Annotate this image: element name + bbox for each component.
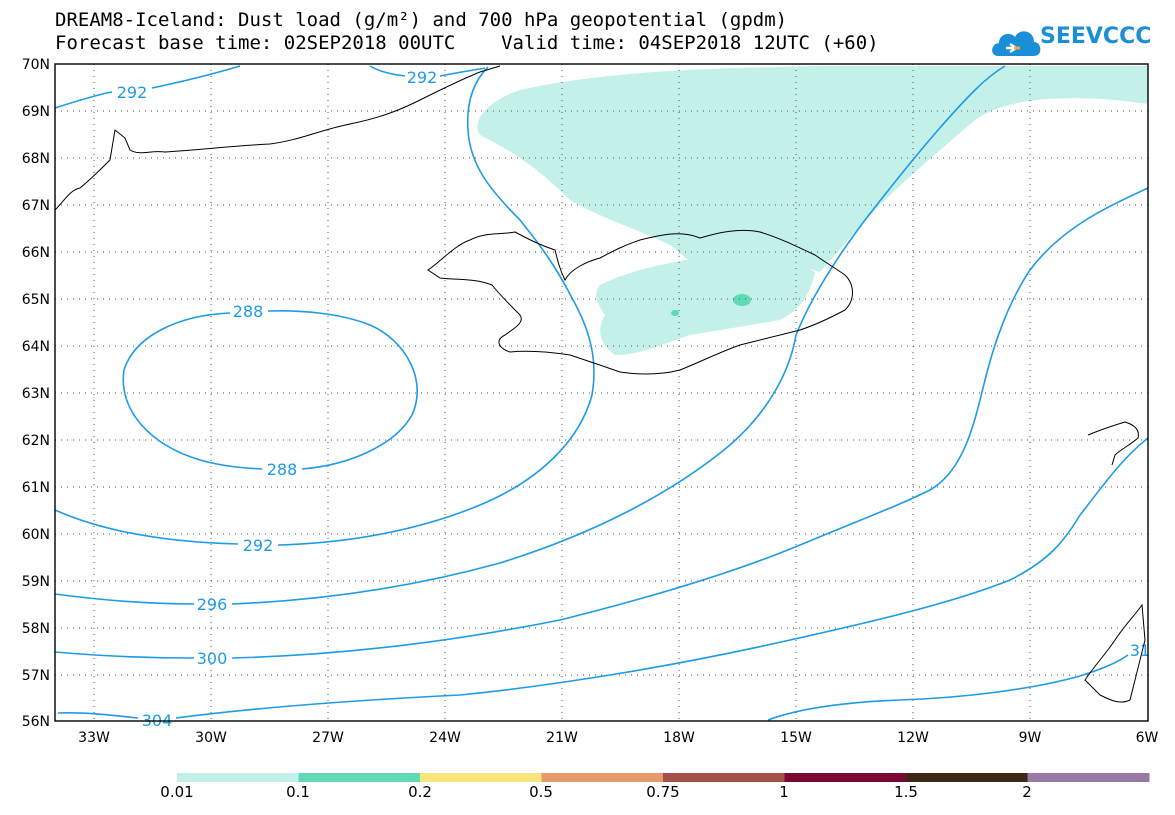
contour-label: 292 [117,83,148,102]
contour-label: 292 [407,68,438,87]
lat-label: 58N [22,621,50,637]
lon-label: 12W [897,730,929,746]
contour-label: 292 [243,536,274,555]
dust-area-light [477,66,1149,272]
lat-label: 67N [22,198,50,214]
longitude-labels: 33W 30W 27W 24W 21W 18W 15W 12W 9W 6W [78,730,1158,746]
dust-area-mid [733,294,751,306]
contour-288-oval [122,310,418,470]
contour-292-main [54,66,595,546]
lon-label: 27W [312,730,344,746]
contour-300 [54,187,1149,659]
dust-area-mid [671,310,679,316]
legend-label: 0.1 [286,783,310,801]
legend-swatch [663,773,785,782]
lat-label: 62N [22,433,50,449]
legend-labels: 0.01 0.1 0.2 0.5 0.75 1 1.5 2 [0,783,1175,803]
map-title: DREAM8-Iceland: Dust load (g/m²) and 700… [55,9,788,31]
coastlines [54,65,1146,703]
lat-label: 65N [22,292,50,308]
contour-304 [57,437,1149,719]
legend-swatch [541,773,664,782]
legend-label: 0.5 [529,783,553,801]
legend-color-bar [177,773,1150,782]
legend-label: 0.01 [160,783,194,801]
lat-label: 70N [22,57,50,73]
lat-label: 64N [22,339,50,355]
legend-swatch [1027,773,1150,782]
lat-label: 56N [22,714,50,730]
dust-areas [477,66,1149,355]
contour-292-north [54,65,241,109]
legend-label: 0.75 [646,783,680,801]
lat-label: 57N [22,668,50,684]
norway-coast [1087,421,1139,466]
legend-swatch [177,773,299,782]
contour-308 [767,654,1129,721]
map-frame [54,63,1149,722]
logo-text: SEEVCCC [1040,24,1152,49]
iceland-coast [427,229,853,375]
legend-label: 1.5 [894,783,918,801]
contour-296 [54,65,1006,605]
lat-label: 69N [22,104,50,120]
lon-label: 6W [1136,730,1159,746]
greenland-coast [54,65,501,211]
lat-label: 59N [22,574,50,590]
grid-lines [55,64,1148,721]
lat-label: 66N [22,245,50,261]
contour-label: 288 [233,302,264,321]
lon-label: 15W [780,730,812,746]
legend-label: 1 [779,783,789,801]
contour-292-top [369,65,486,77]
dust-area-light-iceland [596,255,815,355]
lon-label: 18W [663,730,695,746]
britain-coast [1084,603,1146,703]
geopotential-contours [54,65,1149,721]
lon-label: 9W [1019,730,1042,746]
legend-swatch [784,773,907,782]
legend-swatch [420,773,542,782]
legend-swatch [906,773,1028,782]
contour-label: 296 [197,595,228,614]
contour-label: 31 [1130,641,1150,660]
latitude-labels: 70N 69N 68N 67N 66N 65N 64N 63N 62N 61N … [22,57,50,730]
lat-label: 61N [22,480,50,496]
lon-label: 33W [78,730,110,746]
legend-label: 0.2 [408,783,432,801]
lon-label: 21W [546,730,578,746]
cloud-logo-icon [992,31,1041,56]
map-subtitle-times: Forecast base time: 02SEP2018 00UTC Vali… [55,32,879,54]
lat-label: 63N [22,386,50,402]
lat-label: 68N [22,151,50,167]
legend-label: 2 [1022,783,1032,801]
contour-label: 288 [267,460,298,479]
legend-swatch [298,773,421,782]
contour-labels: 292 292 288 288 292 296 300 304 31 [117,68,1150,730]
contour-label: 300 [197,649,228,668]
lon-label: 30W [195,730,227,746]
lat-label: 60N [22,527,50,543]
lon-label: 24W [429,730,461,746]
